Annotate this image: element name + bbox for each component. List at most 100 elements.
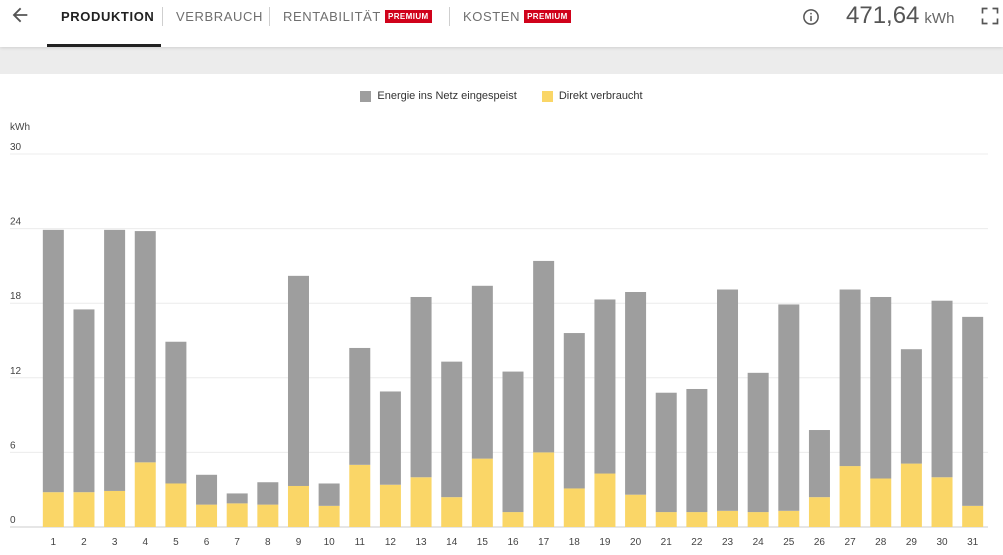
total-production: 471,64 kWh	[846, 2, 954, 30]
active-tab-indicator	[47, 44, 161, 47]
bar-grid-export	[839, 289, 861, 467]
bar-grid-export	[900, 349, 922, 464]
bar-self-consumed	[962, 505, 984, 527]
y-tick-label: 0	[10, 515, 16, 526]
x-tick-label: 7	[234, 537, 240, 548]
bar-self-consumed	[900, 463, 922, 527]
bar-grid-export	[870, 296, 892, 479]
bar-grid-export	[686, 388, 708, 513]
bar-grid-export	[471, 285, 493, 459]
bar-grid-export	[931, 300, 953, 478]
bar-grid-export	[349, 347, 371, 465]
bar-self-consumed	[134, 462, 156, 527]
x-tick-label: 14	[446, 537, 458, 548]
bar-self-consumed	[717, 510, 739, 527]
x-tick-label: 3	[112, 537, 118, 548]
bar-grid-export	[134, 231, 156, 463]
bar-self-consumed	[349, 464, 371, 527]
bar-grid-export	[808, 430, 830, 498]
bar-self-consumed	[379, 484, 401, 527]
x-tick-label: 24	[753, 537, 765, 548]
info-icon[interactable]	[802, 8, 820, 26]
bar-self-consumed	[594, 473, 616, 527]
y-tick-label: 12	[10, 366, 22, 377]
x-tick-label: 23	[722, 537, 734, 548]
bar-self-consumed	[226, 503, 248, 527]
legend-label: Energie ins Netz eingespeist	[377, 90, 517, 102]
bar-self-consumed	[502, 512, 524, 527]
x-tick-label: 13	[416, 537, 428, 548]
x-tick-label: 26	[814, 537, 826, 548]
x-tick-label: 8	[265, 537, 271, 548]
bar-grid-export	[318, 483, 340, 506]
x-tick-label: 27	[845, 537, 857, 548]
x-tick-label: 18	[569, 537, 581, 548]
premium-badge: PREMIUM	[524, 10, 571, 23]
bar-self-consumed	[839, 466, 861, 527]
bar-self-consumed	[287, 485, 309, 527]
bar-self-consumed	[104, 490, 126, 527]
total-value: 471,64	[846, 2, 920, 29]
x-tick-label: 5	[173, 537, 179, 548]
bar-grid-export	[563, 333, 585, 489]
tab-rentabilitaet[interactable]: RENTABILITÄT PREMIUM	[283, 9, 432, 24]
tab-produktion[interactable]: PRODUKTION	[61, 9, 154, 24]
bar-self-consumed	[563, 488, 585, 527]
tab-label: PRODUKTION	[61, 9, 155, 24]
x-tick-label: 16	[507, 537, 519, 548]
bar-self-consumed	[931, 477, 953, 527]
x-tick-label: 1	[51, 537, 57, 548]
top-bar: PRODUKTION VERBRAUCH RENTABILITÄT PREMIUM…	[0, 0, 1003, 47]
arrow-left-icon[interactable]	[9, 4, 31, 26]
bar-grid-export	[287, 275, 309, 486]
bar-grid-export	[165, 341, 187, 484]
bar-grid-export	[410, 296, 432, 478]
bar-self-consumed	[257, 504, 279, 527]
tab-label: RENTABILITÄT	[283, 9, 381, 24]
bar-self-consumed	[747, 512, 769, 527]
bar-grid-export	[962, 316, 984, 506]
x-tick-label: 29	[906, 537, 918, 548]
bar-self-consumed	[471, 458, 493, 527]
legend-item-self-consumed[interactable]: Direkt verbraucht	[541, 90, 643, 102]
bar-grid-export	[747, 372, 769, 513]
bar-self-consumed	[410, 477, 432, 527]
x-tick-label: 15	[477, 537, 489, 548]
y-axis-label: kWh	[10, 122, 30, 133]
bar-self-consumed	[625, 494, 647, 527]
bar-grid-export	[226, 493, 248, 504]
tab-separator	[449, 7, 450, 26]
tab-separator	[162, 7, 163, 26]
tab-label: VERBRAUCH	[176, 9, 264, 24]
y-tick-label: 24	[10, 217, 22, 228]
tab-kosten[interactable]: KOSTEN PREMIUM	[463, 9, 571, 24]
x-tick-label: 25	[783, 537, 795, 548]
y-tick-label: 30	[10, 142, 22, 153]
chart-legend: Energie ins Netz eingespeist Direkt verb…	[0, 90, 1003, 105]
bar-grid-export	[625, 292, 647, 495]
bar-grid-export	[441, 361, 463, 498]
bar-grid-export	[778, 304, 800, 511]
fullscreen-icon[interactable]	[980, 6, 1000, 26]
toolbar-band	[0, 47, 1003, 74]
bar-self-consumed	[870, 478, 892, 527]
bar-self-consumed	[318, 505, 340, 527]
tab-verbrauch[interactable]: VERBRAUCH	[176, 9, 263, 24]
x-tick-label: 17	[538, 537, 550, 548]
tab-separator	[269, 7, 270, 26]
x-tick-label: 22	[691, 537, 703, 548]
y-tick-label: 6	[10, 440, 16, 451]
bar-self-consumed	[73, 492, 95, 527]
legend-item-grid-export[interactable]: Energie ins Netz eingespeist	[360, 90, 517, 102]
legend-label: Direkt verbraucht	[558, 90, 643, 102]
bar-grid-export	[533, 260, 555, 453]
bar-grid-export	[502, 371, 524, 513]
x-tick-label: 31	[967, 537, 979, 548]
bar-grid-export	[379, 391, 401, 485]
bar-self-consumed	[165, 483, 187, 527]
bar-self-consumed	[196, 504, 218, 527]
x-tick-label: 11	[355, 537, 366, 548]
x-tick-label: 28	[875, 537, 887, 548]
y-tick-label: 18	[10, 291, 22, 302]
